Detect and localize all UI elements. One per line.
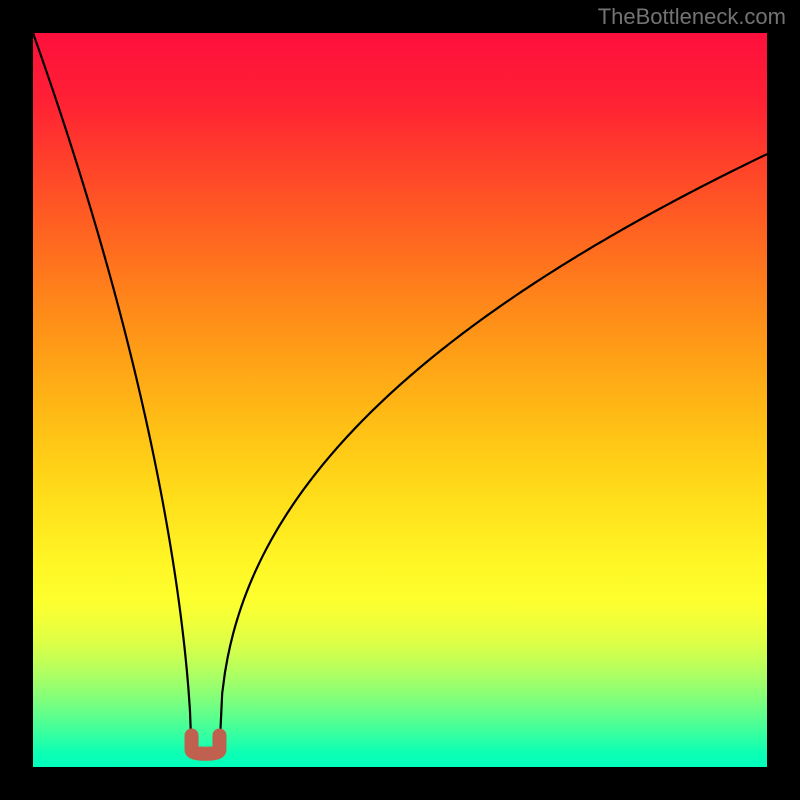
plot-bg xyxy=(33,33,767,767)
watermark-text: TheBottleneck.com xyxy=(598,4,786,30)
bottleneck-curve-chart xyxy=(0,0,800,800)
chart-container: TheBottleneck.com xyxy=(0,0,800,800)
